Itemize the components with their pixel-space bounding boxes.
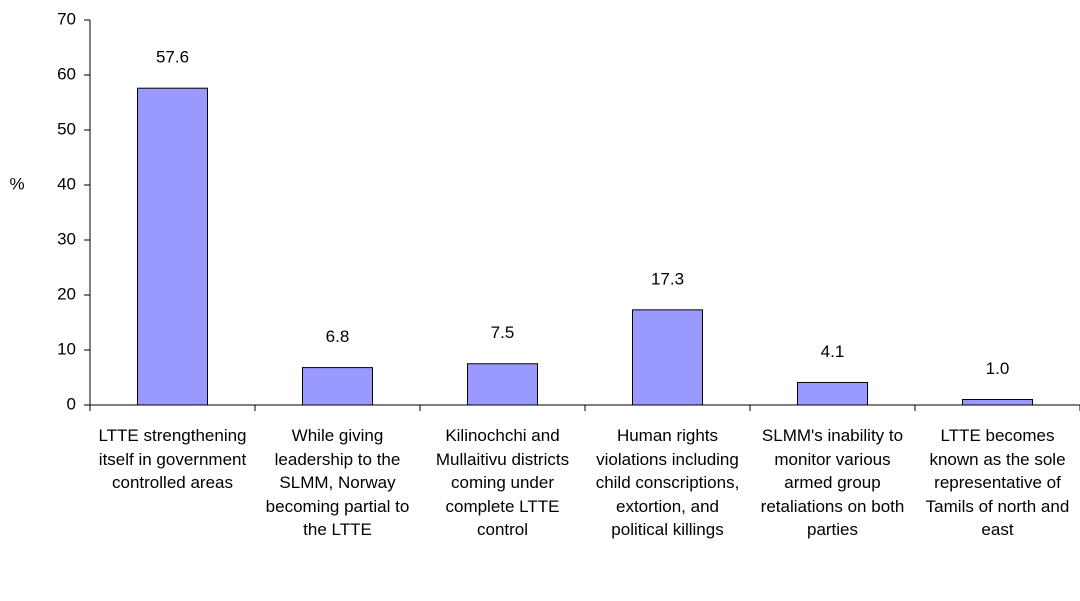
- value-label: 1.0: [986, 359, 1010, 378]
- y-tick-label: 10: [57, 339, 76, 358]
- bar: [137, 87, 208, 406]
- y-tick-label: 0: [67, 394, 76, 413]
- y-tick-label: 30: [57, 229, 76, 248]
- y-tick-label: 60: [57, 64, 76, 83]
- bar: [962, 399, 1033, 406]
- y-tick-label: 20: [57, 284, 76, 303]
- bar: [467, 363, 538, 406]
- x-tick-label: While giving leadership to the SLMM, Nor…: [265, 426, 410, 539]
- x-tick-label: LTTE becomes known as the sole represent…: [925, 426, 1070, 539]
- bar: [797, 381, 868, 406]
- x-tick-label: Kilinochchi and Mullaitivu districts com…: [435, 426, 570, 539]
- value-label: 6.8: [326, 327, 350, 346]
- value-label: 7.5: [491, 323, 515, 342]
- x-tick-label: Human rights violations including child …: [595, 426, 740, 539]
- value-label: 57.6: [156, 48, 189, 67]
- y-tick-label: 40: [57, 174, 76, 193]
- x-tick-label: SLMM's inability to monitor various arme…: [760, 426, 905, 539]
- y-tick-label: 50: [57, 119, 76, 138]
- y-tick-label: 70: [57, 9, 76, 28]
- value-label: 4.1: [821, 342, 845, 361]
- bar: [632, 309, 703, 406]
- value-label: 17.3: [651, 269, 684, 288]
- x-tick-label: LTTE strengthening itself in government …: [98, 426, 247, 492]
- y-axis-label: %: [9, 174, 24, 193]
- bar: [302, 367, 373, 406]
